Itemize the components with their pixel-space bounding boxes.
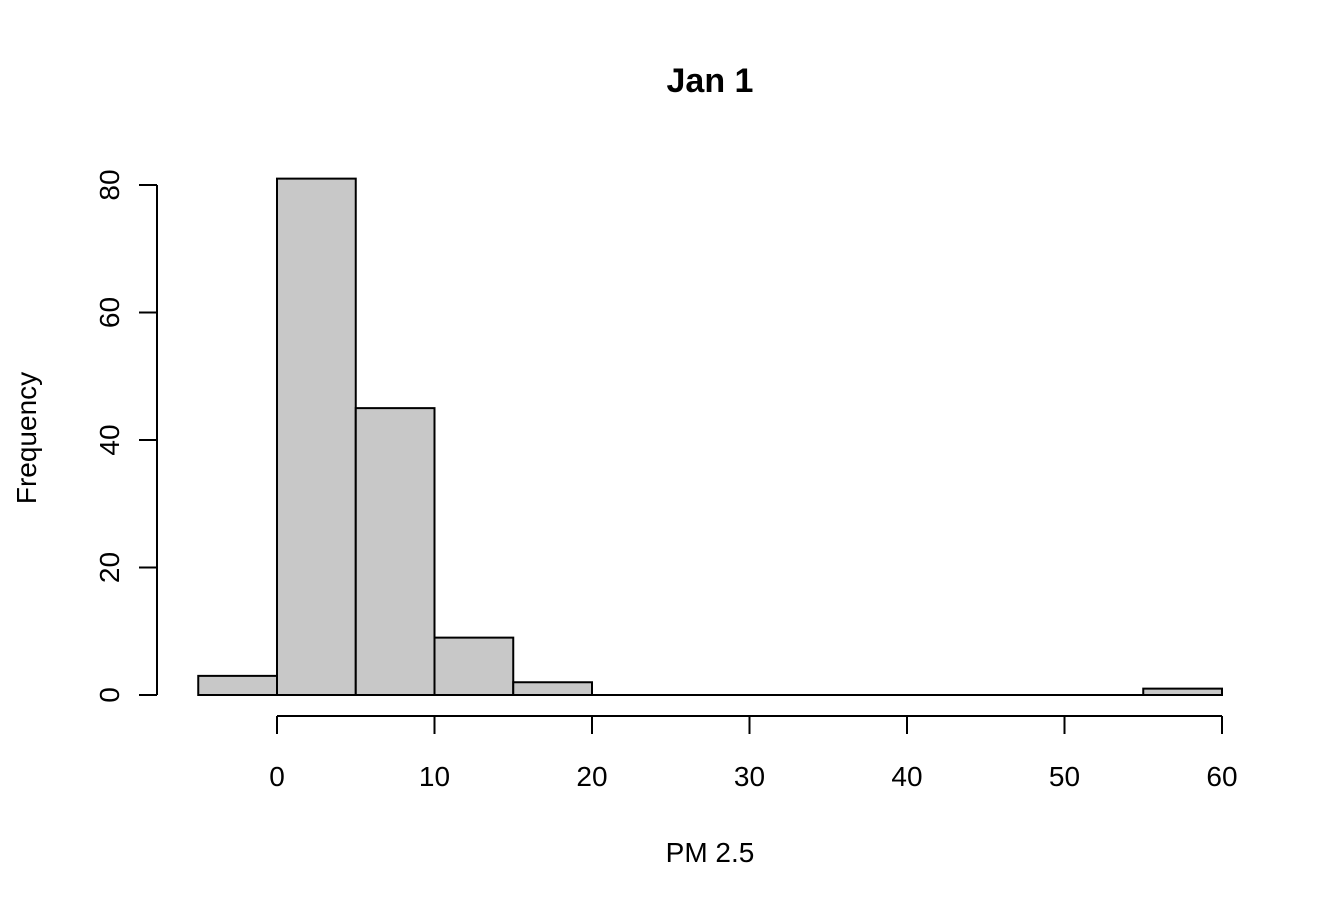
x-tick-label: 0 [269, 761, 285, 792]
x-axis: 0 10 20 30 40 50 60 [269, 715, 1238, 792]
histogram-bar [1142, 687, 1223, 696]
histogram-bar [276, 177, 357, 696]
x-tick-label: 40 [891, 761, 922, 792]
bars-group [197, 177, 1223, 697]
histogram-bar [433, 636, 515, 696]
x-tick-label: 30 [734, 761, 765, 792]
y-tick-label: 20 [94, 552, 125, 583]
histogram-bar [354, 407, 436, 696]
y-tick-label: 80 [94, 169, 125, 200]
y-axis: 0 20 40 60 80 [94, 169, 158, 703]
y-tick-label: 40 [94, 424, 125, 455]
x-tick-label: 50 [1049, 761, 1080, 792]
x-tick-label: 10 [419, 761, 450, 792]
y-tick-label: 0 [94, 687, 125, 703]
chart-title: Jan 1 [667, 62, 754, 100]
x-tick-label: 60 [1206, 761, 1237, 792]
y-axis-label: Frequency [11, 372, 42, 504]
histogram-bar [512, 681, 593, 696]
x-axis-label: PM 2.5 [666, 837, 755, 868]
y-tick-label: 60 [94, 297, 125, 328]
histogram-bar [197, 674, 278, 696]
x-tick-label: 20 [576, 761, 607, 792]
